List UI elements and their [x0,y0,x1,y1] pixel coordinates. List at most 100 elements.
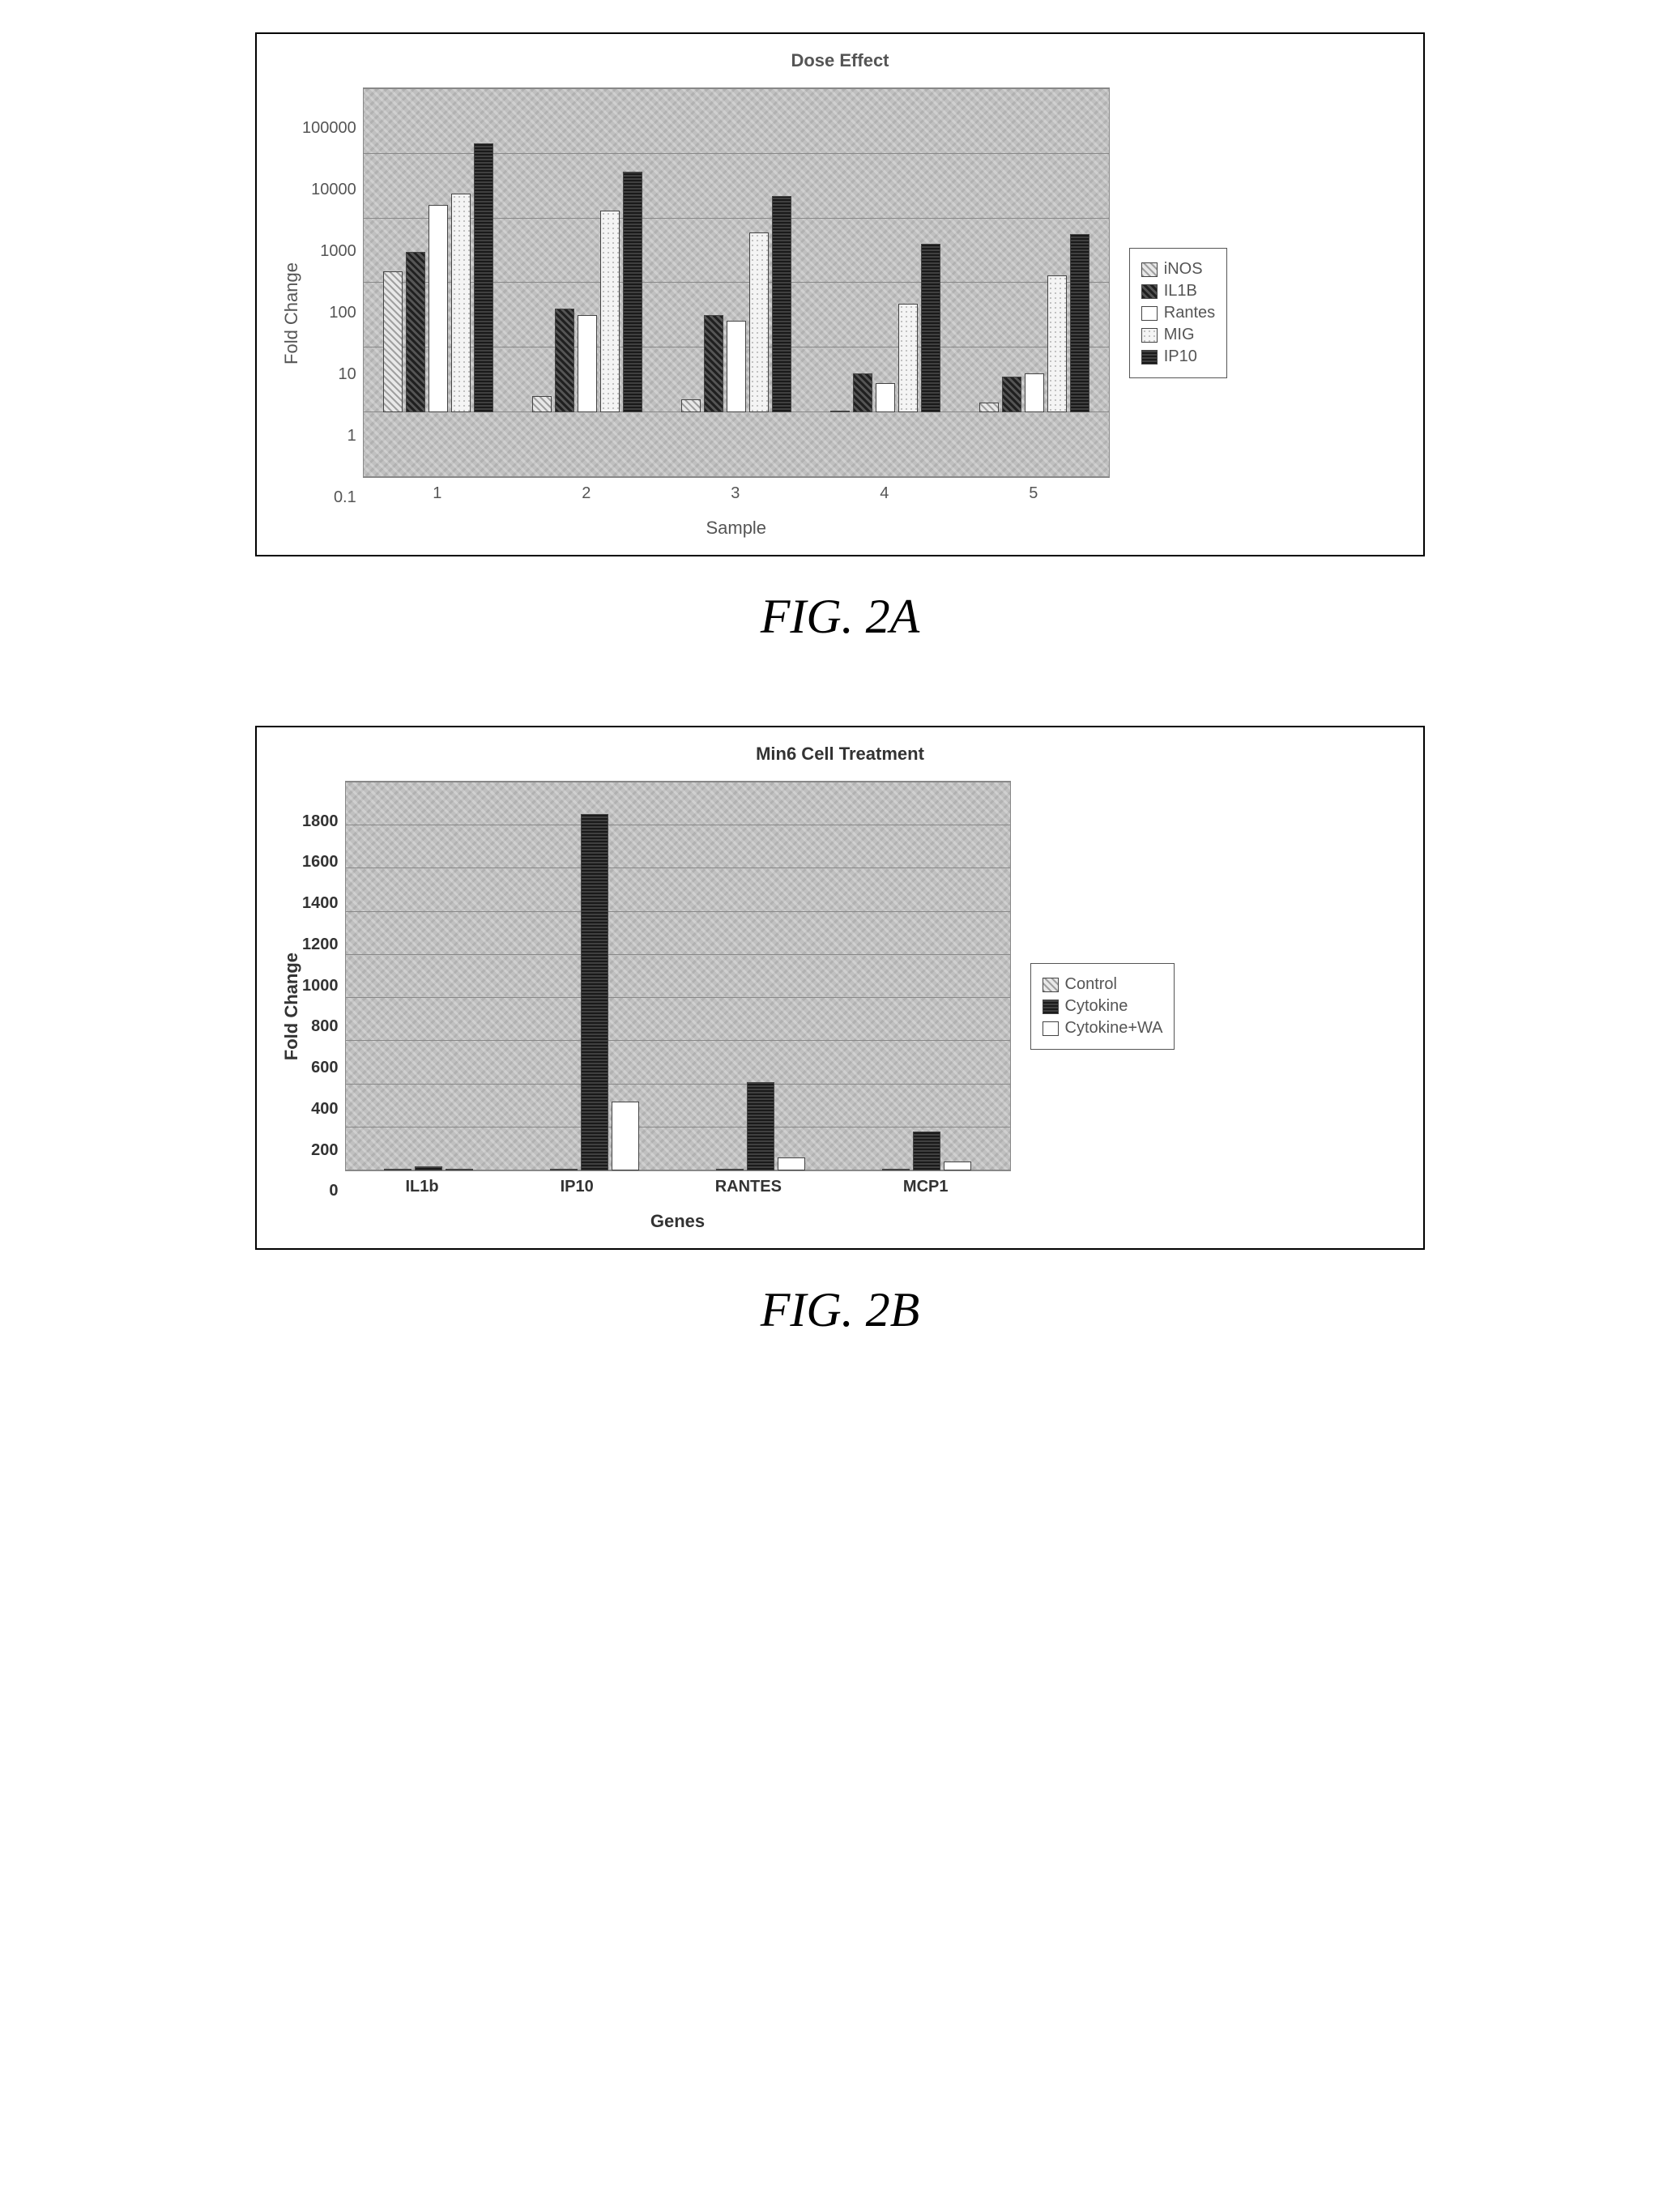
bar [921,244,940,412]
bar [1002,377,1021,412]
y-tick-label: 1000 [320,242,356,261]
chart-panel-b: Min6 Cell Treatment Fold Change 1800 1600… [255,726,1425,1250]
legend-swatch [1141,262,1158,277]
bar [451,194,471,412]
x-tick-label: MCP1 [903,1178,949,1196]
bar-group [532,23,642,477]
y-tick-label: 600 [311,1059,338,1077]
bar [681,399,701,412]
bar-group [550,782,639,1170]
x-tick-label: IL1b [405,1178,438,1196]
legend-swatch [1141,284,1158,299]
y-tick-label: 1600 [302,853,339,872]
bar [578,315,597,412]
plot-wrap-a: 12345 Sample [363,87,1110,539]
plot-area-b [345,781,1011,1171]
legend-label: MIG [1164,326,1195,344]
bar [415,1166,442,1170]
x-axis-title-b: Genes [345,1211,1011,1232]
plot-wrap-b: IL1bIP10RANTESMCP1 Genes [345,781,1011,1232]
legend-a: iNOS IL1B Rantes MIG IP10 [1129,248,1227,378]
bar-group [716,782,805,1170]
chart-panel-a: Dose Effect Fold Change 1000001000010001… [255,32,1425,556]
bar [1025,373,1044,412]
bar [913,1132,940,1170]
x-ticks-a: 12345 [363,478,1108,503]
bar [704,315,723,412]
bar [749,232,769,412]
legend-label: IP10 [1164,347,1197,366]
x-axis-title-a: Sample [363,518,1110,539]
bar [727,321,746,412]
legend-swatch [1141,350,1158,364]
bar-groups-b [346,782,1010,1170]
x-tick-label: 5 [1029,484,1038,503]
legend-label: Cytokine+WA [1065,1019,1163,1038]
y-tick-label: 0.1 [334,488,356,507]
x-tick-label: 4 [880,484,889,503]
bar [532,396,552,412]
y-tick-label: 100000 [302,119,356,138]
chart-body-a: Fold Change 1000001000010001001010.1 123… [273,87,1407,539]
y-ticks-b: 180016001400120010008006004002000 [302,812,345,1201]
y-tick-label: 10000 [311,181,356,199]
bar [876,383,895,412]
bar [853,373,872,412]
legend-swatch [1043,1021,1059,1036]
y-tick-label: 1200 [302,936,339,954]
legend-b: Control Cytokine Cytokine+WA [1030,963,1175,1050]
legend-label: Control [1065,975,1117,994]
bar [882,1169,910,1170]
legend-label: IL1B [1164,282,1197,301]
y-tick-label: 1000 [302,977,339,995]
bar [429,205,448,412]
bar [383,271,403,412]
bar [979,403,999,412]
bar [600,211,620,412]
bar-group [979,23,1089,477]
bar-group [830,23,940,477]
chart-body-b: Fold Change 1800160014001200100080060040… [273,781,1407,1232]
figure-2b: Min6 Cell Treatment Fold Change 1800 1600… [32,726,1648,1338]
y-tick-label: 1 [348,427,356,445]
x-tick-label: RANTES [715,1178,782,1196]
legend-item: IP10 [1141,347,1215,366]
bar-group [384,782,473,1170]
legend-swatch [1141,306,1158,321]
bar [944,1162,971,1170]
bar [406,252,425,412]
bar [612,1102,639,1170]
legend-swatch [1043,1000,1059,1014]
y-tick-label: 1800 [302,812,339,831]
legend-label: Rantes [1164,304,1215,322]
bar [384,1169,411,1170]
bar [581,814,608,1170]
y-tick-label: 400 [311,1100,338,1119]
legend-item: Cytokine [1043,997,1163,1016]
chart-title-b: Min6 Cell Treatment [273,744,1407,765]
legend-item: Control [1043,975,1163,994]
y-ticks-a: 1000001000010001001010.1 [302,119,363,508]
y-axis-label-a: Fold Change [273,262,302,364]
legend-item: iNOS [1141,260,1215,279]
bar-group [681,23,791,477]
plot-area-a [363,87,1110,478]
legend-item: Cytokine+WA [1043,1019,1163,1038]
bar [474,143,493,412]
bar [716,1169,744,1170]
bar-group [882,782,971,1170]
bar [446,1169,473,1170]
x-tick-label: 3 [731,484,740,503]
legend-swatch [1043,978,1059,992]
y-tick-label: 0 [329,1182,338,1200]
bar [778,1157,805,1170]
y-axis-label-b: Fold Change [273,953,302,1060]
bar [898,304,918,412]
legend-label: iNOS [1164,260,1203,279]
bar [1047,275,1067,412]
bar [623,172,642,412]
y-tick-label: 800 [311,1017,338,1036]
figure-caption-b: FIG. 2B [32,1282,1648,1338]
y-tick-label: 200 [311,1141,338,1160]
bar-groups-a [364,88,1109,477]
